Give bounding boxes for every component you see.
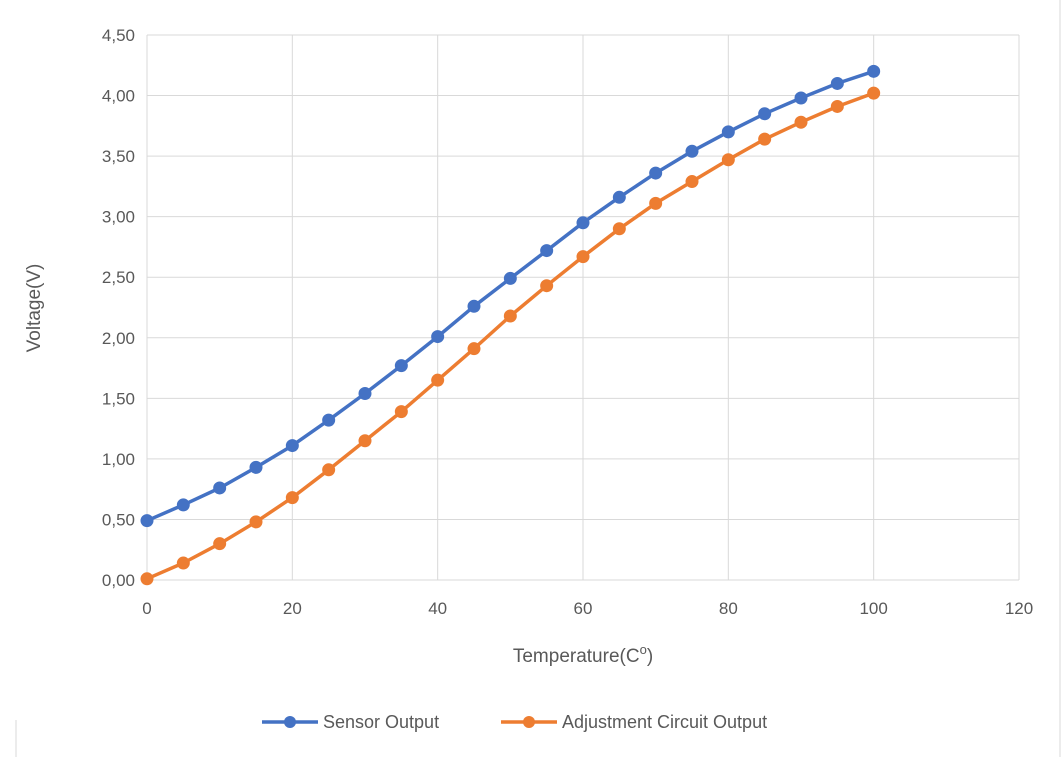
series-2-point — [358, 434, 372, 448]
series-layer — [140, 64, 881, 586]
y-tick-label: 0,50 — [102, 510, 135, 529]
x-tick-label: 60 — [574, 599, 593, 618]
x-axis-title-close: ) — [647, 646, 653, 667]
legend-label: Adjustment Circuit Output — [562, 712, 767, 732]
series-2-point — [721, 153, 735, 167]
y-tick-label: 1,50 — [102, 389, 135, 408]
series-1-point — [649, 166, 663, 180]
series-2-line — [145, 91, 876, 581]
series-2-point — [431, 373, 445, 387]
series-1-point — [176, 498, 190, 512]
series-2-point — [140, 572, 154, 586]
x-tick-label: 40 — [428, 599, 447, 618]
series-1-point — [576, 216, 590, 230]
series-2-point — [649, 196, 663, 210]
series-1-point — [394, 359, 408, 373]
series-2-point — [576, 250, 590, 264]
series-1-point — [358, 386, 372, 400]
series-1-point — [612, 190, 626, 204]
y-tick-label: 3,00 — [102, 208, 135, 227]
series-1-point — [249, 460, 263, 474]
series-2-point — [394, 405, 408, 419]
tick-layer: 0,00 0,50 1,00 1,50 2,00 2,50 3,00 3,50 4,00 4,50… — [102, 26, 1033, 618]
series-1-point — [830, 76, 844, 90]
series-1-point — [685, 144, 699, 158]
series-1-point — [794, 91, 808, 105]
series-2-point — [176, 556, 190, 570]
series-2 — [140, 86, 881, 586]
series-2-point — [467, 342, 481, 356]
y-axis-title: Voltage(V) — [24, 264, 45, 353]
x-tick-label: 80 — [719, 599, 738, 618]
series-2-point — [794, 115, 808, 129]
y-tick-label: 3,50 — [102, 147, 135, 166]
series-1-point — [285, 439, 299, 453]
series-1-point — [867, 64, 881, 78]
series-1-point — [721, 125, 735, 139]
series-2-point — [322, 463, 336, 477]
series-2-point — [685, 175, 699, 189]
series-1-point — [213, 481, 227, 495]
y-tick-label: 2,50 — [102, 268, 135, 287]
series-2-point — [612, 222, 626, 236]
series-1-point — [503, 271, 517, 285]
series-2-point — [503, 309, 517, 323]
series-2-point — [867, 86, 881, 100]
legend-label: Sensor Output — [323, 712, 439, 732]
series-1-point — [322, 413, 336, 427]
series-2-point — [540, 279, 554, 293]
x-axis-title-text: Temperature(C — [513, 646, 640, 667]
series-2-point — [213, 537, 227, 551]
series-1-point — [758, 107, 772, 121]
y-tick-label: 4,50 — [102, 26, 135, 45]
series-1-point — [540, 244, 554, 258]
x-tick-label: 20 — [283, 599, 302, 618]
series-1-point — [467, 299, 481, 313]
series-2-point — [285, 491, 299, 505]
legend: Sensor Output Adjustment Circuit Output — [262, 712, 767, 732]
grid-layer — [146, 34, 1020, 581]
x-axis-title-superscript: o — [640, 642, 647, 657]
legend-swatch-marker — [523, 716, 535, 728]
x-tick-label: 0 — [142, 599, 151, 618]
y-tick-label: 1,00 — [102, 450, 135, 469]
y-tick-label: 0,00 — [102, 571, 135, 590]
series-1 — [140, 64, 881, 528]
series-2-point — [830, 99, 844, 113]
series-1-point — [431, 330, 445, 344]
y-tick-label: 4,00 — [102, 87, 135, 106]
series-2-point — [249, 515, 263, 529]
x-tick-label: 120 — [1005, 599, 1033, 618]
x-axis-title: Temperature(Co) — [513, 642, 653, 667]
y-tick-label: 2,00 — [102, 329, 135, 348]
series-1-point — [140, 514, 154, 528]
series-2-point — [758, 132, 772, 146]
x-tick-label: 100 — [859, 599, 887, 618]
legend-swatch-marker — [284, 716, 296, 728]
